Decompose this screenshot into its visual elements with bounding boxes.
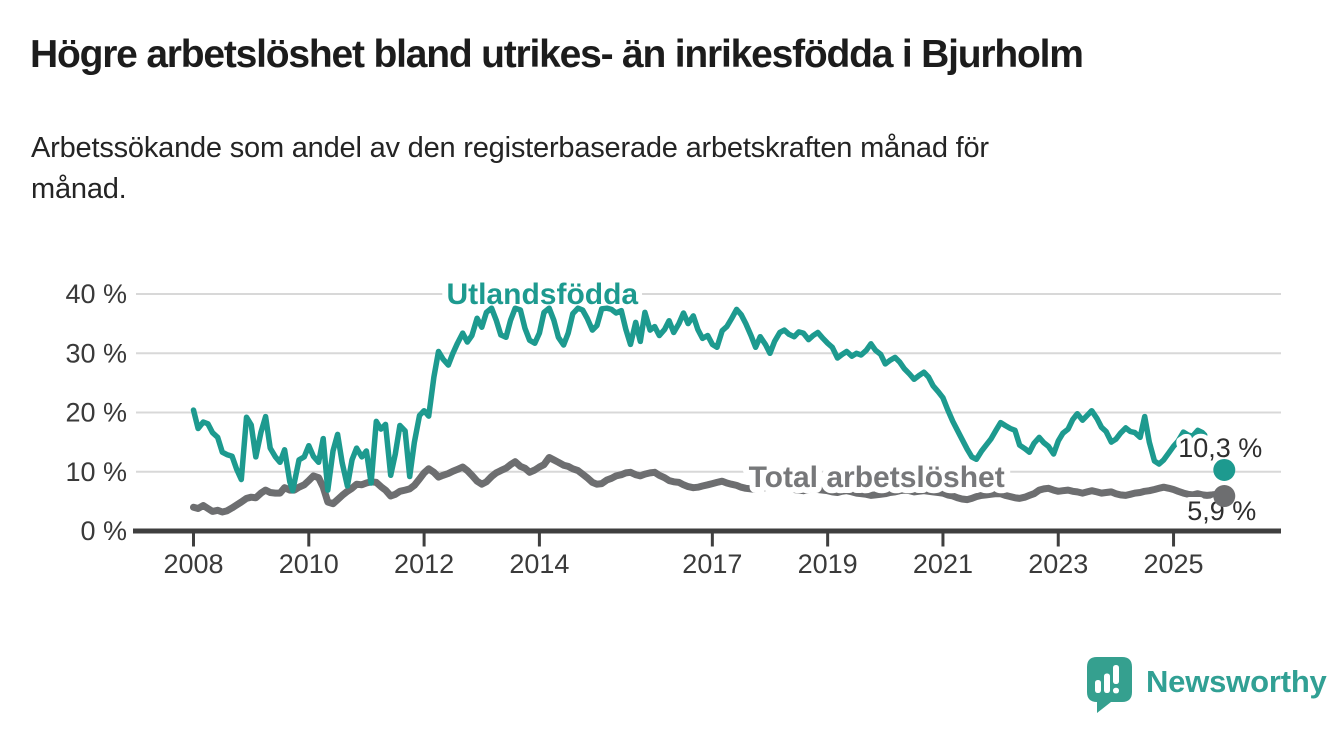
series-line-utlandsfodda [190,305,1208,494]
page-title: Högre arbetslöshet bland utrikes- än inr… [30,33,1084,76]
y-tick-label-10: 10 % [65,457,127,487]
x-tick-label-2014: 2014 [509,549,569,579]
x-tick-label-2025: 2025 [1144,549,1204,579]
newsworthy-brand: Newsworthy [1086,656,1327,713]
x-tick-label-2023: 2023 [1028,549,1088,579]
chart-subtitle: Arbetssökande som andel av den registerb… [31,128,1251,210]
x-tick-label-2010: 2010 [279,549,339,579]
subtitle-line-2: månad. [31,173,127,205]
x-tick-label-2021: 2021 [913,549,973,579]
subtitle-line-1: Arbetssökande som andel av den registerb… [31,132,989,164]
x-tick-label-2008: 2008 [163,549,223,579]
brand-wordmark: Newsworthy [1146,663,1327,699]
latest-value-dot-total [1213,485,1236,508]
series-label-utlandsfodda: Utlandsfödda [446,278,638,311]
x-tick-label-2012: 2012 [394,549,454,579]
series-line-total-arbetsloshet [190,454,1228,516]
x-tick-label-2019: 2019 [798,549,858,579]
y-tick-label-40: 40 % [65,279,127,309]
y-tick-label-30: 30 % [65,338,127,368]
newsworthy-speech-bubble-bar-chart-icon [1087,657,1132,713]
latest-value-dot-utlandsfodda [1213,458,1236,481]
series-label-total-arbetsloshet: Total arbetslöshet [749,461,1005,494]
x-tick-label-2017: 2017 [682,549,742,579]
latest-value-label-utlandsfodda: 10,3 % [1178,433,1262,463]
y-tick-label-0: 0 % [80,516,127,546]
y-tick-label-20: 20 % [65,398,127,428]
